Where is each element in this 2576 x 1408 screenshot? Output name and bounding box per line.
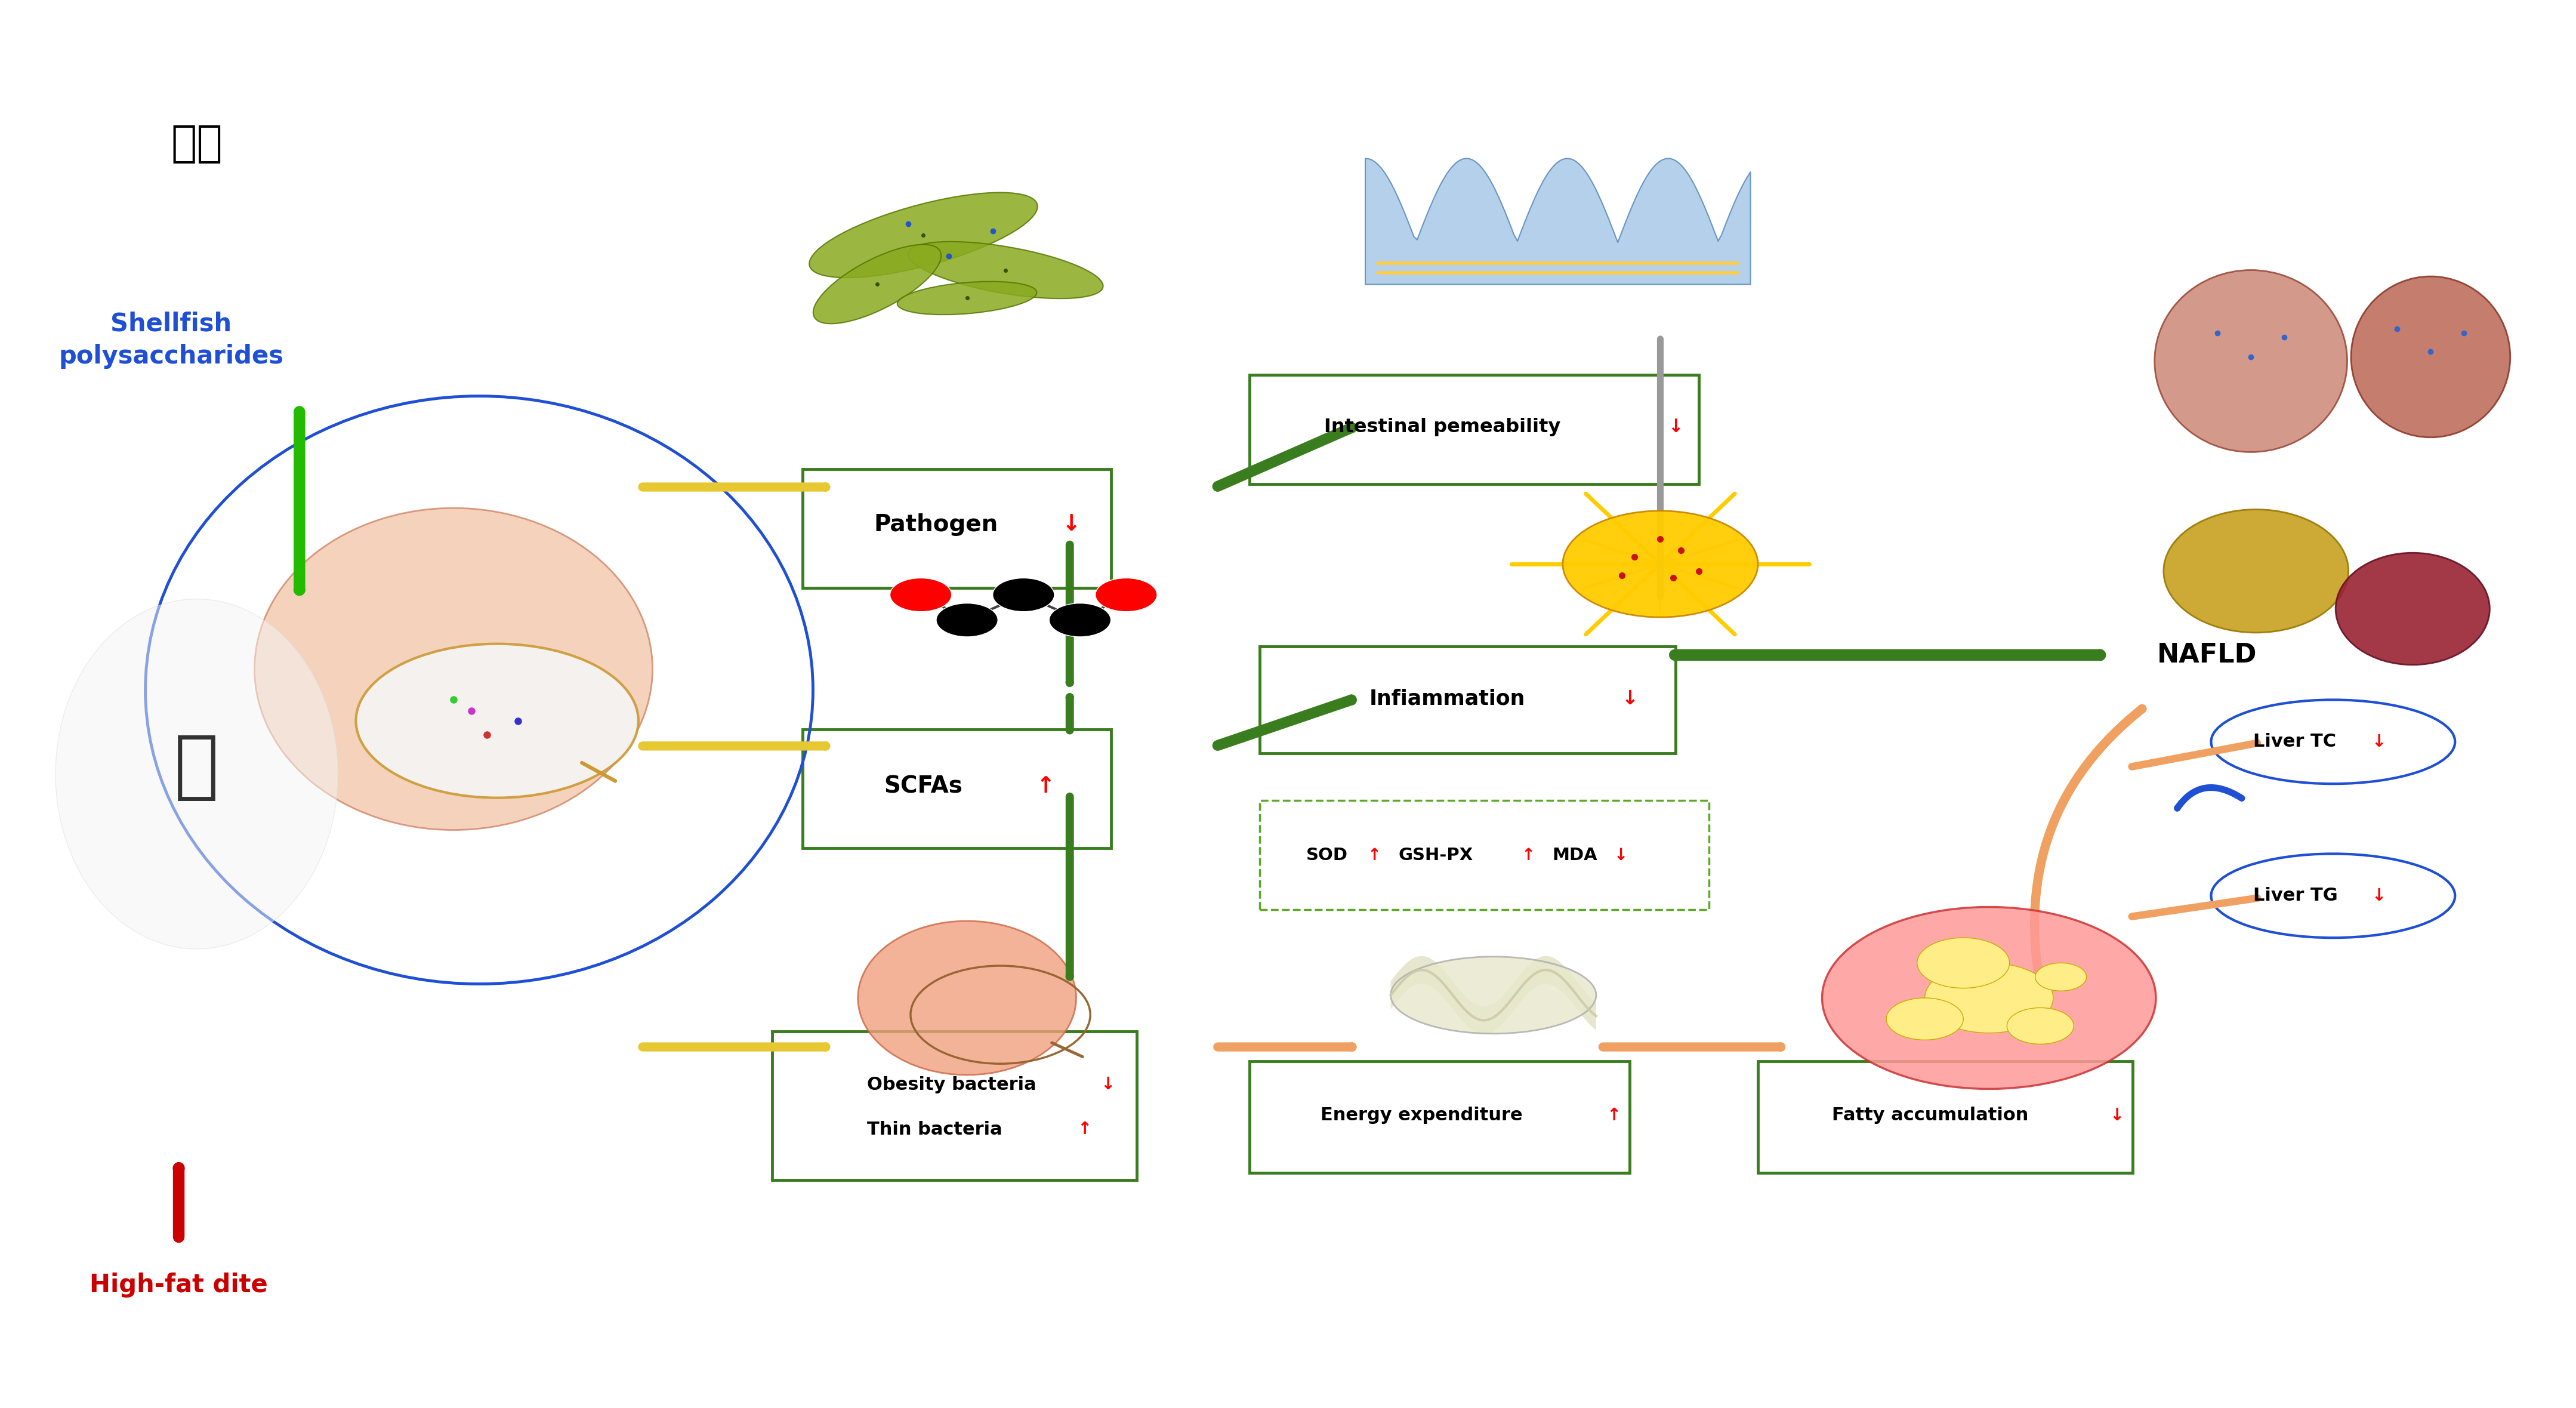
Text: ↑: ↑	[1522, 846, 1535, 863]
Circle shape	[1048, 603, 1110, 636]
Text: ↓: ↓	[2110, 1107, 2125, 1124]
Ellipse shape	[1391, 956, 1597, 1033]
Circle shape	[2035, 963, 2087, 991]
Text: Obesity bacteria: Obesity bacteria	[868, 1076, 1036, 1094]
Text: ↓: ↓	[2372, 734, 2385, 750]
FancyBboxPatch shape	[1249, 375, 1698, 484]
FancyBboxPatch shape	[1260, 801, 1708, 910]
Ellipse shape	[2164, 510, 2349, 632]
FancyBboxPatch shape	[804, 469, 1110, 587]
Circle shape	[1917, 938, 2009, 988]
Text: Liver TC: Liver TC	[2254, 734, 2336, 750]
Text: GSH-PX: GSH-PX	[1399, 846, 1473, 863]
FancyBboxPatch shape	[1249, 1060, 1631, 1173]
Ellipse shape	[907, 242, 1103, 298]
FancyBboxPatch shape	[1260, 646, 1677, 753]
Text: Thin bacteria: Thin bacteria	[868, 1121, 1002, 1138]
Text: Fatty accumulation: Fatty accumulation	[1832, 1107, 2027, 1124]
Circle shape	[1821, 907, 2156, 1088]
Text: NAFLD: NAFLD	[2156, 642, 2257, 667]
Text: 🦪🦪: 🦪🦪	[170, 124, 222, 165]
Text: MDA: MDA	[1553, 846, 1597, 863]
Ellipse shape	[809, 193, 1038, 277]
Text: High-fat dite: High-fat dite	[90, 1273, 268, 1297]
Text: ↑: ↑	[1607, 1107, 1620, 1124]
Text: Intestinal pemeability: Intestinal pemeability	[1324, 418, 1561, 436]
Ellipse shape	[896, 282, 1036, 314]
Ellipse shape	[814, 245, 940, 324]
Circle shape	[2007, 1008, 2074, 1045]
Circle shape	[1564, 511, 1757, 617]
Ellipse shape	[2210, 700, 2455, 784]
Circle shape	[1095, 579, 1157, 611]
Text: ↓: ↓	[1669, 418, 1682, 435]
Text: Energy expenditure: Energy expenditure	[1321, 1107, 1522, 1124]
Circle shape	[355, 643, 639, 798]
Text: ↑: ↑	[1036, 776, 1056, 797]
Circle shape	[889, 579, 951, 611]
Text: ↓: ↓	[2372, 887, 2385, 904]
Text: ↓: ↓	[1061, 514, 1082, 535]
Text: ↓: ↓	[1623, 689, 1638, 708]
Text: Liver TG: Liver TG	[2254, 887, 2339, 904]
Text: Shellfish
polysaccharides: Shellfish polysaccharides	[59, 311, 283, 369]
Text: ↑: ↑	[1368, 846, 1381, 863]
FancyBboxPatch shape	[1757, 1060, 2133, 1173]
Text: Infiammation: Infiammation	[1370, 689, 1525, 708]
Ellipse shape	[2336, 553, 2488, 665]
Text: Pathogen: Pathogen	[873, 514, 999, 536]
Circle shape	[1886, 998, 1963, 1041]
FancyBboxPatch shape	[773, 1032, 1136, 1180]
Text: ↓: ↓	[1615, 846, 1628, 863]
Ellipse shape	[2154, 270, 2347, 452]
Circle shape	[1924, 963, 2053, 1033]
Text: ↑: ↑	[1077, 1121, 1092, 1138]
Text: 🐁: 🐁	[175, 731, 219, 803]
Ellipse shape	[2352, 276, 2509, 438]
FancyBboxPatch shape	[804, 729, 1110, 848]
Ellipse shape	[858, 921, 1077, 1074]
Circle shape	[992, 579, 1054, 611]
Text: ↓: ↓	[1100, 1076, 1115, 1093]
Ellipse shape	[2210, 853, 2455, 938]
Ellipse shape	[255, 508, 652, 829]
Text: SOD: SOD	[1306, 846, 1347, 863]
Ellipse shape	[57, 598, 337, 949]
Circle shape	[935, 603, 997, 636]
Text: SCFAs: SCFAs	[884, 776, 963, 798]
